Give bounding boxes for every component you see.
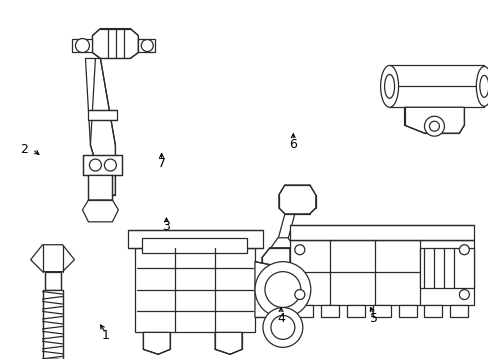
Circle shape <box>270 315 294 339</box>
Circle shape <box>104 159 116 171</box>
Polygon shape <box>46 359 58 360</box>
Polygon shape <box>215 332 242 354</box>
Polygon shape <box>278 185 315 214</box>
Text: 1: 1 <box>102 329 109 342</box>
Polygon shape <box>254 262 277 318</box>
Polygon shape <box>44 272 61 289</box>
Polygon shape <box>143 332 170 354</box>
Circle shape <box>89 159 101 171</box>
Circle shape <box>264 272 300 307</box>
Circle shape <box>458 289 468 300</box>
Polygon shape <box>88 175 112 210</box>
Circle shape <box>141 40 153 51</box>
Ellipse shape <box>479 75 488 97</box>
Polygon shape <box>262 248 289 288</box>
Circle shape <box>263 307 302 347</box>
Polygon shape <box>372 305 390 318</box>
Polygon shape <box>346 305 364 318</box>
Polygon shape <box>88 110 117 120</box>
Text: 4: 4 <box>277 311 285 325</box>
Circle shape <box>458 245 468 255</box>
Polygon shape <box>85 58 115 195</box>
Text: 3: 3 <box>162 220 170 233</box>
Ellipse shape <box>380 66 398 107</box>
Text: 5: 5 <box>369 311 377 325</box>
Polygon shape <box>31 245 74 272</box>
Text: 7: 7 <box>157 157 165 170</box>
Bar <box>128 230 263 248</box>
Circle shape <box>254 262 310 318</box>
Polygon shape <box>82 200 118 222</box>
Circle shape <box>75 39 89 53</box>
Bar <box>389 66 483 107</box>
Circle shape <box>294 289 304 300</box>
Ellipse shape <box>384 75 394 98</box>
Polygon shape <box>449 305 468 318</box>
Text: 6: 6 <box>289 138 297 150</box>
Ellipse shape <box>475 67 488 106</box>
Polygon shape <box>404 107 464 133</box>
Polygon shape <box>83 155 122 175</box>
Bar <box>289 240 473 305</box>
Circle shape <box>424 116 444 136</box>
Polygon shape <box>424 305 442 318</box>
Circle shape <box>428 121 439 131</box>
Text: 2: 2 <box>20 143 28 156</box>
Polygon shape <box>138 39 155 53</box>
Polygon shape <box>42 289 62 359</box>
Bar <box>419 248 473 288</box>
Polygon shape <box>294 305 312 318</box>
Bar <box>142 238 246 253</box>
Bar <box>289 225 473 240</box>
Polygon shape <box>270 238 294 268</box>
Polygon shape <box>92 28 138 58</box>
Circle shape <box>294 245 304 255</box>
Polygon shape <box>398 305 416 318</box>
Bar <box>135 248 254 332</box>
Polygon shape <box>72 39 92 53</box>
Polygon shape <box>320 305 338 318</box>
